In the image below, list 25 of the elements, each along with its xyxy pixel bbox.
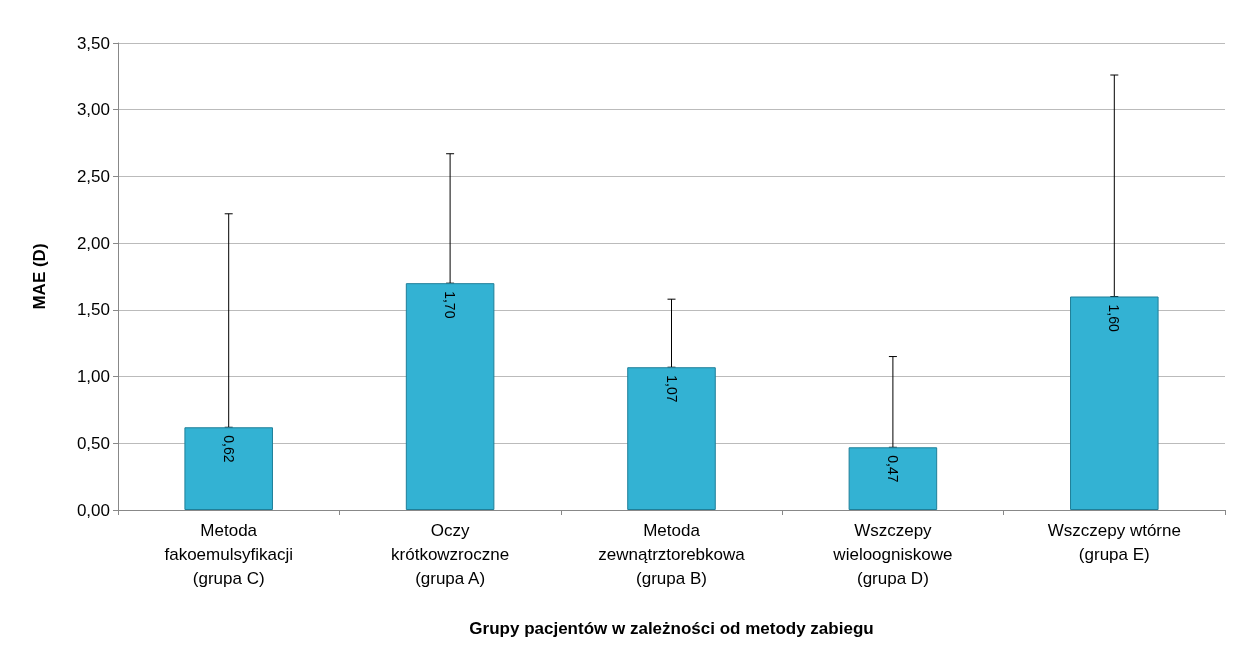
data-label: 0,47: [884, 455, 901, 483]
bar: [848, 447, 938, 510]
y-tick-label: 1,50: [76, 300, 110, 320]
bar: [1070, 296, 1159, 510]
x-tick-label: Wszczepy wieloogniskowe (grupa D): [832, 520, 953, 588]
x-axis-title: Grupy pacjentów w zależności od metody zabiegu: [469, 619, 874, 638]
data-label: 1,60: [1106, 304, 1123, 332]
x-tick-label: Oczy krótkowzroczne (grupa A): [391, 520, 510, 588]
bar: [405, 283, 495, 510]
data-label: 0,62: [220, 435, 237, 463]
y-tick-label: 3,00: [76, 100, 110, 120]
y-tick-label: 0,00: [76, 500, 110, 520]
data-label: 1,70: [442, 291, 459, 319]
data-label: 1,07: [663, 375, 680, 403]
y-tick-label: 2,50: [76, 166, 110, 186]
x-tick-label: Metoda fakoemulsyfikacji (grupa C): [164, 520, 293, 588]
bar: [184, 427, 273, 510]
y-tick-label: 2,00: [76, 233, 110, 253]
x-tick-label: Metoda zewnątrztorebkowa (grupa B): [598, 520, 746, 588]
y-tick-label: 1,00: [76, 367, 110, 387]
y-tick-label: 3,50: [76, 33, 110, 53]
bar: [627, 367, 716, 510]
x-tick-label: Wszczepy wtórne (grupa E): [1047, 520, 1181, 564]
y-tick-label: 0,50: [76, 433, 110, 453]
y-axis-title: MAE (D): [30, 243, 49, 310]
